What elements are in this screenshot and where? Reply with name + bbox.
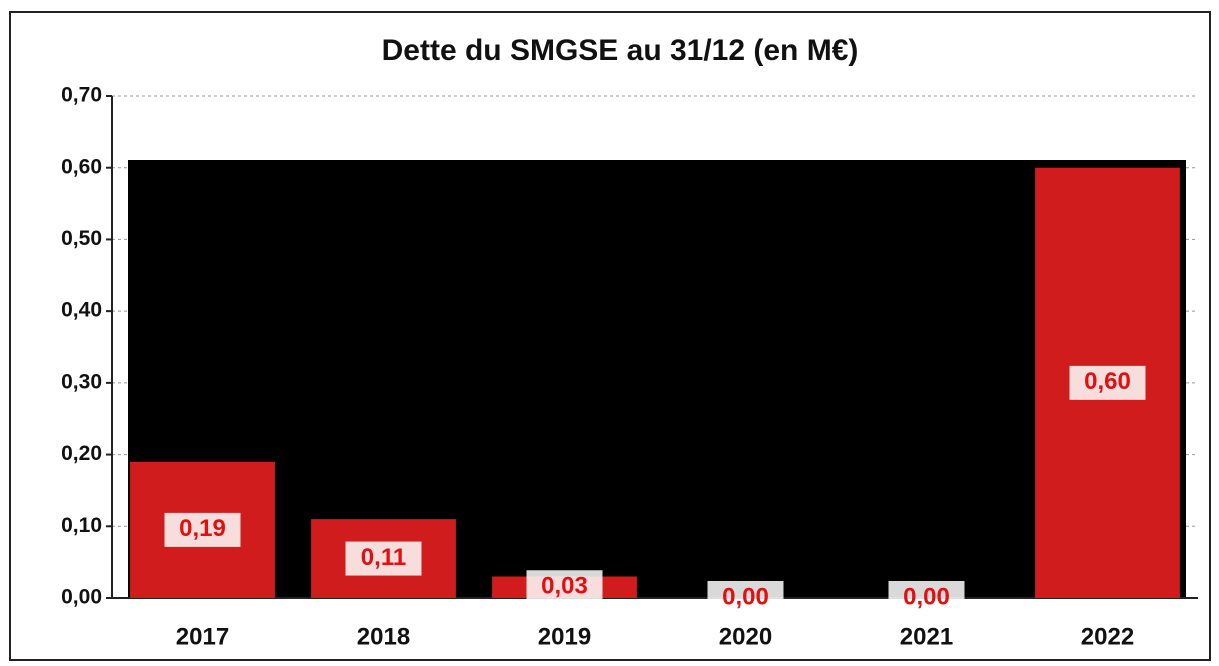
x-tick-label: 2021 [900,623,953,650]
plot-background [128,160,1186,598]
value-label: 0,00 [903,583,950,610]
chart-title: Dette du SMGSE au 31/12 (en M€) [382,34,859,67]
x-tick-label: 2019 [538,623,591,650]
x-tick-label: 2020 [719,623,772,650]
value-label-box [1069,365,1146,400]
y-tick-label: 0,10 [61,514,102,537]
value-label: 0,19 [179,515,226,542]
y-tick-label: 0,70 [61,84,102,107]
y-tick-label: 0,60 [61,155,102,178]
y-tick-label: 0,00 [61,586,102,609]
value-label-box [888,581,965,615]
value-label-box [164,512,241,547]
value-label-box [526,570,603,605]
value-label: 0,11 [361,544,406,571]
value-label-box [345,541,422,576]
y-tick-label: 0,20 [61,442,102,465]
value-label: 0,60 [1084,368,1131,395]
value-label-box [707,581,784,615]
y-tick-label: 0,40 [61,299,102,322]
y-tick-label: 0,30 [61,370,102,393]
y-tick-label: 0,50 [61,227,102,250]
x-tick-label: 2018 [357,623,410,650]
x-tick-label: 2017 [176,623,229,650]
value-label: 0,03 [541,573,588,600]
x-tick-label: 2022 [1081,623,1134,650]
value-label: 0,00 [722,583,769,610]
